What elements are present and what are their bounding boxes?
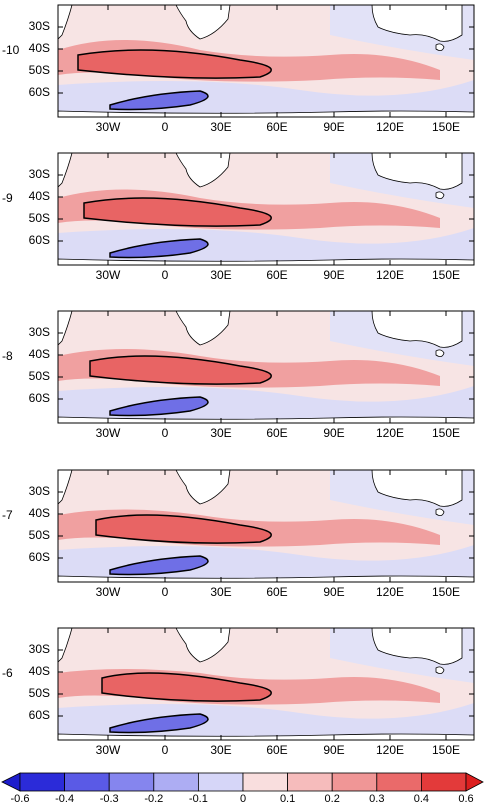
map-panel: -9 30S 40S 50S 60S 30W 0 30E 60E 90E 120E 150E: [0, 148, 485, 296]
longitude-label: 120E: [375, 268, 405, 282]
latitude-label: 40S: [28, 189, 50, 203]
longitude-label: 90E: [323, 585, 345, 599]
longitude-label: 150E: [431, 743, 461, 757]
longitude-label: 30W: [95, 743, 121, 757]
anomaly-map: [57, 469, 475, 583]
colorbar-tick-label: -0.6: [10, 793, 30, 805]
longitude-label: 30W: [95, 426, 121, 440]
colorbar-tick-label: -0.4: [55, 793, 75, 805]
latitude-label: 40S: [28, 664, 50, 678]
colorbar-segment: [287, 772, 333, 792]
longitude-label: 120E: [375, 426, 405, 440]
colorbar-segment: [153, 772, 199, 792]
anomaly-map: [57, 627, 475, 741]
colorbar-segment: [108, 772, 155, 792]
colorbar-segment: [64, 772, 110, 792]
anomaly-map: [57, 310, 475, 424]
longitude-label: 120E: [375, 743, 405, 757]
latitude-label: 50S: [28, 211, 50, 225]
latitude-label: 60S: [28, 391, 50, 405]
longitude-label: 0: [161, 268, 169, 282]
lag-label: -9: [2, 191, 13, 205]
anomaly-map: [57, 4, 475, 118]
map-panel: -7 30S 40S 50S 60S 30W 0 30E 60E 90E 120E 150E: [0, 465, 485, 613]
colorbar-segment: [331, 772, 378, 792]
longitude-label: 90E: [323, 426, 345, 440]
longitude-label: 150E: [431, 268, 461, 282]
longitude-label: 0: [161, 743, 169, 757]
latitude-label: 50S: [28, 686, 50, 700]
colorbar-tick-label: -0.3: [99, 793, 119, 805]
lag-label: -10: [2, 43, 20, 57]
colorbar-segment: [420, 772, 467, 792]
longitude-label: 60E: [266, 585, 288, 599]
latitude-label: 30S: [28, 642, 50, 656]
longitude-label: 150E: [431, 120, 461, 134]
colorbar-segment: [197, 772, 244, 792]
longitude-label: 90E: [323, 268, 345, 282]
colorbar-low-arrow: [1, 772, 21, 792]
colorbar-segment: [242, 772, 288, 792]
latitude-label: 40S: [28, 506, 50, 520]
lag-label: -8: [2, 349, 13, 363]
map-panel: -10 30S 40S 50S 60S 30W 0 30E 60E 90E 120E 150E: [0, 0, 485, 148]
longitude-label: 0: [161, 585, 169, 599]
colorbar-segment: [376, 772, 422, 792]
longitude-label: 150E: [431, 585, 461, 599]
longitude-label: 30W: [95, 268, 121, 282]
longitude-label: 60E: [266, 743, 288, 757]
longitude-label: 90E: [323, 120, 345, 134]
lag-label: -7: [2, 508, 13, 522]
longitude-label: 120E: [375, 120, 405, 134]
longitude-label: 60E: [266, 120, 288, 134]
longitude-label: 60E: [266, 268, 288, 282]
latitude-label: 50S: [28, 528, 50, 542]
colorbar-tick-label: 0.2: [324, 793, 340, 805]
latitude-label: 60S: [28, 550, 50, 564]
colorbar-segment: [19, 772, 65, 792]
longitude-label: 30W: [95, 120, 121, 134]
colorbar-tick-label: 0.1: [279, 793, 296, 805]
colorbar-high-arrow: [465, 772, 484, 792]
longitude-label: 0: [161, 426, 169, 440]
map-panel: -6 30S 40S 50S 60S 30W 0 30E 60E 90E 120E 150E: [0, 623, 485, 771]
longitude-label: 150E: [431, 426, 461, 440]
latitude-label: 30S: [28, 19, 50, 33]
latitude-label: 40S: [28, 41, 50, 55]
colorbar-tick-label: 0.6: [458, 793, 474, 805]
latitude-label: 60S: [28, 708, 50, 722]
latitude-label: 30S: [28, 325, 50, 339]
longitude-label: 30E: [210, 585, 232, 599]
longitude-label: 30E: [210, 268, 232, 282]
latitude-label: 60S: [28, 85, 50, 99]
longitude-label: 30W: [95, 585, 121, 599]
latitude-label: 50S: [28, 63, 50, 77]
longitude-label: 30E: [210, 426, 232, 440]
colorbar: [1, 772, 484, 792]
latitude-label: 30S: [28, 167, 50, 181]
colorbar-tick-label: 0: [239, 793, 247, 805]
latitude-label: 50S: [28, 369, 50, 383]
map-panel: -8 30S 40S 50S 60S 30W 0 30E 60E 90E 120E 150E: [0, 306, 485, 454]
latitude-label: 60S: [28, 233, 50, 247]
colorbar-tick-label: -0.2: [144, 793, 164, 805]
colorbar-tick-label: 0.3: [369, 793, 385, 805]
colorbar-tick-label: -0.1: [188, 793, 208, 805]
longitude-label: 60E: [266, 426, 288, 440]
latitude-label: 30S: [28, 484, 50, 498]
anomaly-map: [57, 152, 475, 266]
longitude-label: 0: [161, 120, 169, 134]
longitude-label: 30E: [210, 120, 232, 134]
longitude-label: 120E: [375, 585, 405, 599]
latitude-label: 40S: [28, 347, 50, 361]
colorbar-tick-label: 0.4: [413, 793, 430, 805]
lag-label: -6: [2, 666, 13, 680]
longitude-label: 30E: [210, 743, 232, 757]
longitude-label: 90E: [323, 743, 345, 757]
